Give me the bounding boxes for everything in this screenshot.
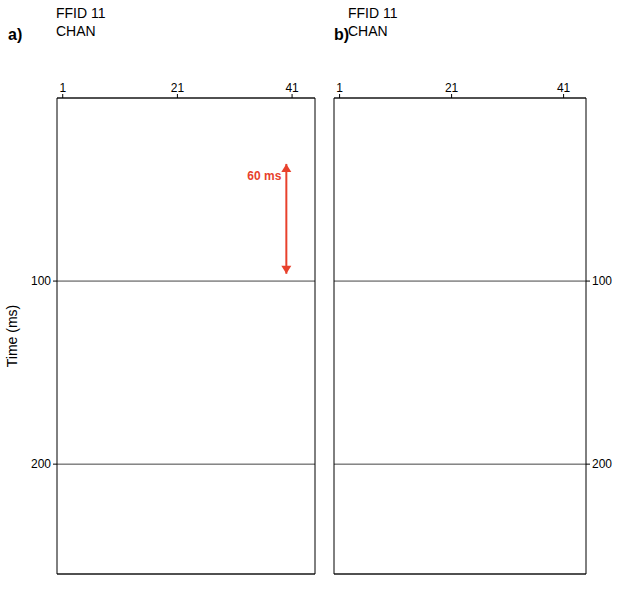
html-text:b): b) [334,26,350,43]
html-text:FFID 11: FFID 11 [348,5,398,21]
svg-text:41: 41 [285,81,299,95]
svg-text:21: 21 [445,81,459,95]
svg-text:200: 200 [31,457,51,471]
svg-text:21: 21 [171,81,185,95]
svg-text:100: 100 [31,274,51,288]
html-text:CHAN: CHAN [56,23,96,39]
svg-text:200: 200 [592,457,612,471]
html-text:CHAN: CHAN [348,23,388,39]
svg-text:1: 1 [336,81,343,95]
svg-text:60 ms: 60 ms [247,169,281,183]
svg-text:1: 1 [59,81,66,95]
svg-text:100: 100 [592,274,612,288]
svg-text:41: 41 [557,81,571,95]
html-text:a): a) [8,26,23,43]
svg-text:Time (ms): Time (ms) [4,305,20,367]
html-text:FFID 11: FFID 11 [56,5,106,21]
